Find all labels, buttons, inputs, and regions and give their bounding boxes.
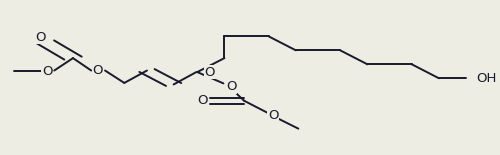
Text: O: O <box>268 109 278 122</box>
Text: OH: OH <box>476 72 496 85</box>
Text: O: O <box>197 94 207 107</box>
Text: O: O <box>35 31 45 44</box>
Text: O: O <box>226 80 236 93</box>
Text: O: O <box>42 65 52 78</box>
Text: O: O <box>204 66 215 79</box>
Text: O: O <box>92 64 103 77</box>
